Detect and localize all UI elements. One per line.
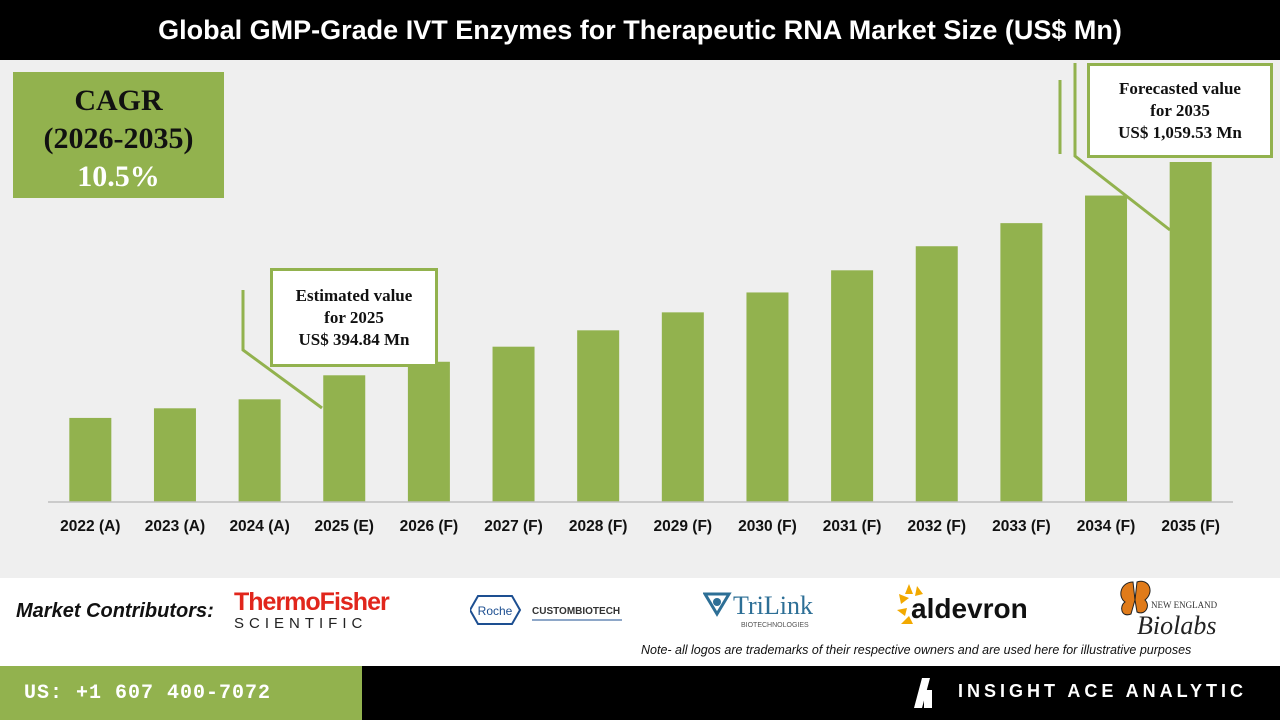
callout-estimated-2025: Estimated value for 2025 US$ 394.84 Mn — [270, 268, 438, 367]
bar-2022-a — [69, 417, 112, 502]
bar-2028-f — [577, 330, 620, 502]
roche-hexagon-icon — [470, 595, 522, 625]
x-tick-label: 2028 (F) — [569, 518, 628, 535]
bar-2026-f — [407, 361, 450, 502]
bar-chart: 2022 (A) 2023 (A) 2024 (A) 2025 (E) 2026 (F)… — [48, 63, 1233, 535]
bars-group — [69, 162, 1212, 502]
bar-2031-f — [831, 270, 874, 502]
callout-2025-line1: Estimated value — [295, 285, 413, 305]
roche-badge-text: Roche — [478, 604, 513, 618]
brand-logo-icon — [914, 678, 932, 708]
callout-2035-value: US$ 1,059.53 Mn — [1118, 122, 1242, 142]
neb-logo: NEW ENGLAND Biolabs — [1120, 580, 1218, 640]
x-tick-label: 2024 (A) — [229, 518, 289, 535]
bar-2034-f — [1085, 195, 1128, 502]
callout-2025-value: US$ 394.84 Mn — [298, 329, 410, 349]
contributors-label: Market Contributors: — [16, 600, 214, 622]
footer-bar — [362, 666, 1280, 720]
thermo-fisher-name: ThermoFisher — [234, 588, 390, 616]
x-tick-label: 2027 (F) — [484, 518, 543, 535]
bar-2035-f — [1169, 162, 1212, 502]
bar-2032-f — [915, 246, 958, 502]
butterfly-icon — [1120, 580, 1151, 616]
callout-2035-line2: for 2035 — [1150, 100, 1210, 120]
x-tick-label: 2026 (F) — [400, 518, 459, 535]
cagr-period: (2026-2035) — [43, 122, 194, 155]
trilink-sub: BIOTECHNOLOGIES — [741, 622, 809, 629]
neb-line2: Biolabs — [1137, 611, 1216, 640]
contributors-strip — [0, 578, 1280, 666]
x-tick-label: 2034 (F) — [1077, 518, 1136, 535]
roche-custombiotech-logo: Roche CUSTOMBIOTECH — [470, 595, 622, 625]
x-tick-label: 2025 (E) — [315, 518, 374, 535]
bar-2027-f — [492, 346, 535, 502]
chart-title: Global GMP-Grade IVT Enzymes for Therape… — [0, 0, 1280, 60]
callout-forecast-2035: Forecasted value for 2035 US$ 1,059.53 M… — [1087, 63, 1273, 158]
callout-2025-line2: for 2025 — [324, 307, 384, 327]
trilink-logo: TriLink BIOTECHNOLOGIES — [703, 591, 813, 629]
cagr-value: 10.5% — [77, 160, 160, 193]
x-tick-label: 2029 (F) — [654, 518, 713, 535]
x-tick-label: 2032 (F) — [907, 518, 966, 535]
trademark-note: Note- all logos are trademarks of their … — [641, 643, 1192, 657]
x-tick-label: 2023 (A) — [145, 518, 205, 535]
bar-2029-f — [661, 312, 704, 502]
bar-2025-e — [323, 375, 366, 502]
callout-2035-line1: Forecasted value — [1119, 78, 1241, 98]
x-tick-label: 2030 (F) — [738, 518, 797, 535]
footer-phone: US: +1 607 400-7072 — [0, 666, 362, 720]
bar-2030-f — [746, 292, 789, 502]
tick-labels-group: 2022 (A) 2023 (A) 2024 (A) 2025 (E) 2026 (F)… — [60, 518, 1220, 535]
chart-area: 2022 (A) 2023 (A) 2024 (A) 2025 (E) 2026 (F)… — [0, 60, 1280, 578]
x-tick-label: 2022 (A) — [60, 518, 120, 535]
trilink-triangle-icon — [703, 592, 732, 617]
callout-2035-connector — [1073, 63, 1171, 232]
trilink-name: TriLink — [733, 591, 813, 620]
aldevron-name: aldevron — [911, 593, 1028, 624]
neb-line1: NEW ENGLAND — [1151, 600, 1218, 610]
aldevron-sun-icon — [897, 584, 923, 624]
bar-2033-f — [1000, 223, 1043, 502]
x-tick-label: 2031 (F) — [823, 518, 882, 535]
trilink-dot-icon — [713, 598, 721, 606]
bar-2023-a — [153, 408, 196, 502]
roche-custombiotech-text: CUSTOMBIOTECH — [532, 606, 620, 617]
x-tick-label: 2035 (F) — [1161, 518, 1220, 535]
cagr-box: CAGR (2026-2035) 10.5% — [13, 72, 224, 198]
callout-2025-connector — [241, 290, 323, 410]
cagr-label: CAGR — [74, 84, 163, 117]
thermo-fisher-sub: SCIENTIFIC — [234, 615, 368, 632]
bar-2024-a — [238, 399, 281, 502]
aldevron-logo: aldevron — [897, 584, 1028, 624]
thermo-fisher-logo: ThermoFisher SCIENTIFIC — [234, 588, 404, 632]
footer-brand-name: INSIGHT ACE ANALYTIC — [958, 681, 1248, 701]
x-tick-label: 2033 (F) — [992, 518, 1051, 535]
